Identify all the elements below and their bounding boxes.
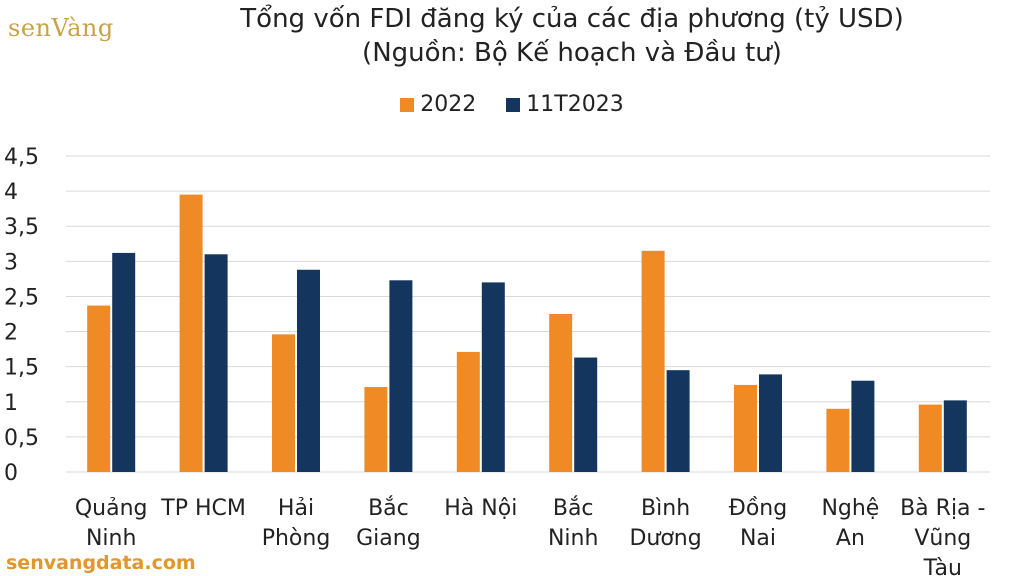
x-tick-label: Nai [740,526,776,551]
legend-item-11t2023: 11T2023 [506,92,624,117]
y-tick-label: 0,5 [4,426,39,451]
x-tick-label: Nghệ [821,496,879,521]
bar-2022 [734,384,757,472]
y-tick-label: 2 [4,321,18,346]
brand-logo: senVàng [8,14,114,42]
x-tick-label: Ninh [86,526,136,551]
x-tick-label: Bình [641,496,690,521]
bar-11t2023 [481,282,505,472]
y-tick-label: 4,5 [4,145,39,170]
bar-2022 [918,404,942,472]
x-tick-label: Bắc [553,496,594,521]
x-tick-label: Bắc [368,496,409,521]
bar-2022 [549,314,573,472]
bar-2022 [364,387,388,472]
legend-swatch-2022 [400,97,415,112]
bar-11t2023 [666,370,690,472]
watermark-url: senvangdata.com [6,552,196,574]
x-tick-label: TP HCM [160,496,246,521]
y-tick-label: 4 [4,180,18,205]
x-tick-label: Ninh [548,526,598,551]
bar-11t2023 [297,269,320,472]
y-tick-label: 0 [4,461,18,486]
x-tick-label: Phòng [262,526,331,551]
bar-11t2023 [112,252,136,472]
y-tick-label: 1,5 [4,356,39,381]
bar-2022 [641,250,665,472]
bar-2022 [826,408,850,472]
chart-legend: 2022 11T2023 [0,92,1024,117]
bar-2022 [87,305,111,472]
y-tick-label: 3,5 [4,215,39,240]
bar-11t2023 [204,254,228,472]
legend-label-11t2023: 11T2023 [526,92,624,117]
legend-swatch-11t2023 [506,97,521,112]
bar-2022 [456,351,480,472]
bar-11t2023 [574,357,598,472]
x-tick-label: Dương [629,526,701,551]
y-tick-label: 3 [4,250,18,275]
bar-11t2023 [943,400,967,472]
x-tick-label: Hải [278,496,314,521]
bar-2022 [179,194,203,472]
bar-11t2023 [389,280,413,472]
x-tick-label: Hà Nội [444,496,517,521]
y-tick-label: 2,5 [4,285,39,310]
legend-item-2022: 2022 [400,92,476,117]
x-tick-label: Đồng [729,496,787,521]
legend-label-2022: 2022 [420,92,477,117]
bar-11t2023 [759,374,782,472]
x-tick-label: Quảng [75,496,148,521]
chart-subtitle: (Nguồn: Bộ Kế hoạch và Đầu tư) [362,38,782,68]
bar-2022 [272,334,295,472]
chart-title: Tổng vốn FDI đăng ký của các địa phương … [240,4,904,34]
x-tick-label: An [836,526,865,551]
x-tick-label: Tàu [923,556,962,576]
bar-11t2023 [851,380,875,472]
x-tick-label: Vũng [914,526,971,551]
x-tick-label: Giang [356,526,421,551]
y-tick-label: 1 [4,391,18,416]
x-tick-label: Bà Rịa - [900,496,985,521]
